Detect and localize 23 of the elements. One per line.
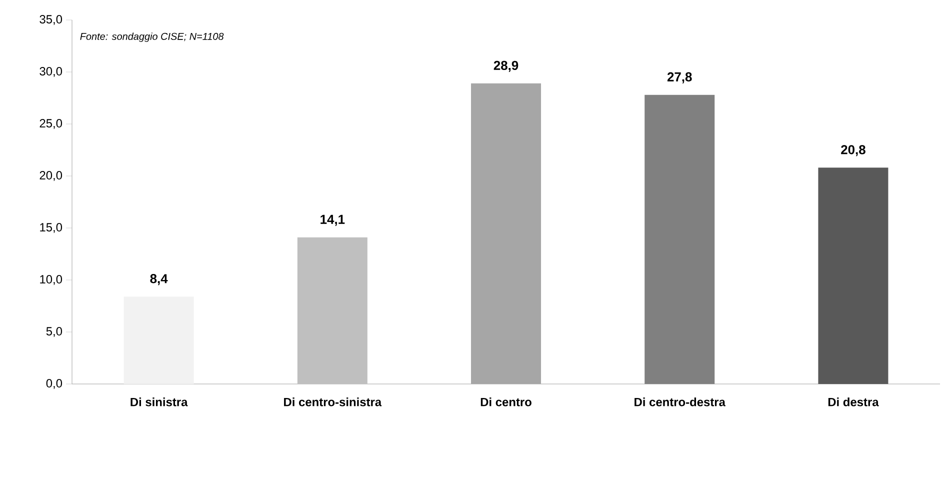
y-tick-label: 0,0 [46,379,62,389]
bar [471,83,542,384]
data-label: 14,1 [320,214,345,226]
y-tick-label: 20,0 [40,171,62,181]
x-tick-label: Di centro-sinistra [284,398,382,406]
y-tick-label: 15,0 [40,223,62,233]
bar [818,168,888,384]
data-label: 20,8 [841,145,866,156]
x-tick-label: Di sinistra [130,398,188,406]
x-tick-label: Di destra [828,398,879,406]
data-label: 8,4 [150,274,168,286]
y-tick-label: 35,0 [40,15,62,25]
bar [297,237,368,384]
y-tick-label: 25,0 [40,119,62,129]
y-tick-label: 10,0 [40,275,62,285]
data-label: 28,9 [494,60,518,72]
y-tick-label: 30,0 [40,67,62,77]
x-tick-label: Di centro-destra [634,398,726,406]
annotation: Fonte: sondaggio CISE; N=1108 [80,32,224,42]
bar [124,296,194,384]
y-tick-label: 5,0 [46,327,62,337]
x-tick-label: Di centro [480,398,532,406]
data-label: 27,8 [667,72,692,84]
